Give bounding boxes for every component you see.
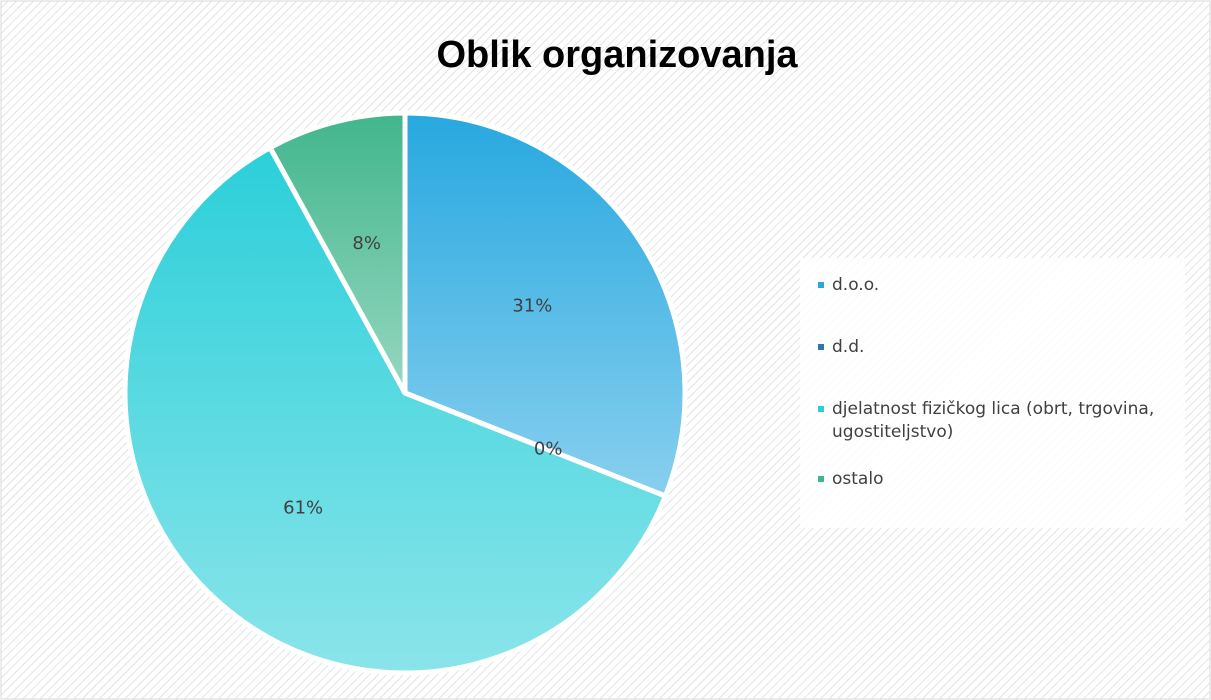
legend-item: ostalo xyxy=(818,468,1202,491)
legend: d.o.o. d.d. djelatnost fizičkog lica (obrt… xyxy=(800,258,1185,528)
legend-swatch xyxy=(818,406,824,412)
legend-item: d.o.o. xyxy=(818,274,1202,297)
legend-label: ostalo xyxy=(832,469,884,489)
legend-label: d.d. xyxy=(832,337,865,357)
data-label: 0% xyxy=(534,439,563,460)
data-label: 31% xyxy=(512,295,552,316)
legend-swatch xyxy=(818,282,824,288)
legend-label: d.o.o. xyxy=(832,275,880,295)
data-label: 61% xyxy=(283,498,323,519)
legend-swatch xyxy=(818,476,824,482)
pie-slice xyxy=(402,110,688,499)
legend-item: djelatnost fizičkog lica (obrt, trgovina… xyxy=(818,398,1202,444)
data-label: 8% xyxy=(352,233,381,254)
pie-slice xyxy=(267,110,408,396)
legend-item: d.d. xyxy=(818,336,1202,359)
legend-swatch xyxy=(818,344,824,350)
chart-title: Oblik organizovanja xyxy=(436,34,798,76)
pie-slice xyxy=(122,145,668,676)
legend-label: djelatnost fizičkog lica (obrt, trgovina… xyxy=(832,399,1155,442)
